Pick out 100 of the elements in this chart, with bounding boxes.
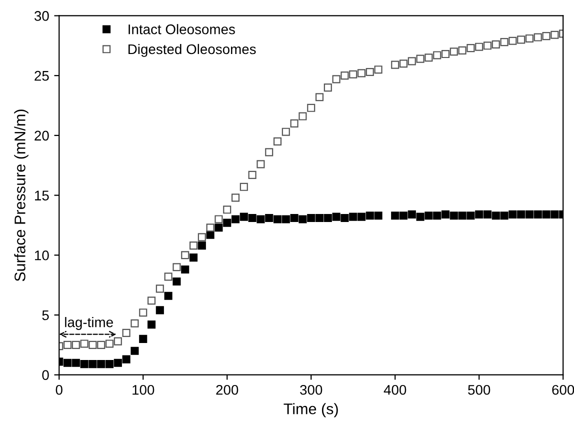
point bbox=[391, 60, 400, 69]
point bbox=[416, 54, 424, 63]
point bbox=[156, 306, 164, 314]
x-tick-label: 100 bbox=[132, 384, 154, 395]
point bbox=[130, 319, 139, 328]
point bbox=[441, 210, 450, 218]
point bbox=[80, 340, 88, 348]
point bbox=[214, 224, 223, 232]
point bbox=[97, 340, 106, 349]
point bbox=[198, 233, 206, 242]
point bbox=[492, 40, 500, 48]
point bbox=[424, 212, 433, 220]
point bbox=[273, 137, 282, 146]
point bbox=[63, 340, 72, 349]
point bbox=[458, 212, 466, 220]
point bbox=[63, 358, 72, 367]
point bbox=[122, 328, 130, 337]
x-tick-label: 600 bbox=[552, 384, 574, 395]
point bbox=[483, 42, 492, 50]
point bbox=[223, 206, 232, 214]
point bbox=[164, 272, 172, 281]
point bbox=[231, 194, 240, 202]
point bbox=[441, 50, 450, 58]
y-tick-label: 15 bbox=[35, 190, 49, 200]
point bbox=[214, 215, 223, 224]
point bbox=[80, 360, 88, 368]
point bbox=[315, 214, 324, 222]
legend-label: Intact Oleosomes bbox=[128, 24, 235, 34]
x-axis-title: Time (s) bbox=[284, 403, 338, 418]
y-tick-label: 20 bbox=[34, 130, 49, 141]
point bbox=[198, 242, 206, 250]
x-tick-label: 200 bbox=[216, 384, 238, 395]
point bbox=[517, 36, 526, 44]
point bbox=[550, 210, 559, 218]
point bbox=[248, 214, 256, 222]
point bbox=[240, 182, 248, 191]
point bbox=[139, 308, 148, 317]
x-tick-label: 500 bbox=[468, 384, 490, 395]
point bbox=[374, 66, 382, 74]
point bbox=[290, 214, 298, 222]
point bbox=[156, 284, 164, 293]
y-tick-label: 0 bbox=[42, 370, 49, 380]
point bbox=[416, 212, 424, 221]
point bbox=[114, 337, 122, 346]
point bbox=[240, 212, 248, 221]
point bbox=[147, 296, 156, 305]
point bbox=[282, 215, 290, 224]
point bbox=[399, 60, 408, 68]
point bbox=[265, 214, 274, 222]
point bbox=[550, 30, 559, 39]
y-tick-label: 25 bbox=[34, 70, 49, 81]
point bbox=[172, 277, 181, 286]
point bbox=[525, 210, 534, 218]
point bbox=[164, 292, 172, 300]
y-axis-title: Surface Pressure (mN/m) bbox=[14, 110, 28, 282]
point bbox=[114, 358, 122, 367]
point bbox=[450, 212, 458, 220]
point bbox=[433, 212, 442, 220]
point bbox=[534, 33, 542, 42]
point bbox=[357, 69, 366, 78]
point bbox=[483, 210, 492, 218]
point bbox=[534, 210, 542, 218]
point bbox=[290, 119, 298, 128]
point bbox=[357, 212, 366, 221]
point bbox=[181, 265, 190, 274]
point bbox=[147, 320, 156, 329]
point bbox=[206, 224, 214, 232]
point bbox=[517, 210, 526, 218]
point bbox=[122, 355, 130, 364]
point bbox=[408, 210, 416, 218]
point bbox=[265, 148, 274, 156]
point bbox=[475, 42, 484, 51]
point bbox=[256, 160, 265, 168]
point bbox=[508, 36, 517, 45]
point bbox=[72, 358, 80, 367]
point bbox=[256, 215, 265, 224]
point bbox=[399, 212, 408, 220]
point bbox=[391, 212, 400, 220]
point bbox=[433, 51, 442, 60]
point bbox=[189, 242, 198, 250]
point bbox=[231, 215, 240, 224]
y-tick-label: 30 bbox=[34, 11, 49, 21]
point bbox=[349, 70, 358, 78]
point bbox=[273, 215, 282, 224]
point bbox=[500, 38, 508, 46]
point bbox=[332, 212, 340, 221]
point bbox=[424, 54, 433, 62]
point bbox=[500, 212, 508, 220]
point bbox=[374, 212, 382, 220]
point bbox=[181, 251, 190, 260]
point bbox=[298, 215, 307, 224]
y-tick-label: 5 bbox=[42, 310, 49, 320]
point bbox=[492, 212, 500, 220]
point bbox=[97, 360, 106, 368]
x-tick-label: 400 bbox=[384, 384, 406, 395]
point bbox=[130, 346, 139, 355]
point bbox=[139, 334, 148, 343]
point bbox=[408, 57, 416, 66]
point bbox=[349, 212, 358, 221]
point bbox=[542, 32, 550, 40]
